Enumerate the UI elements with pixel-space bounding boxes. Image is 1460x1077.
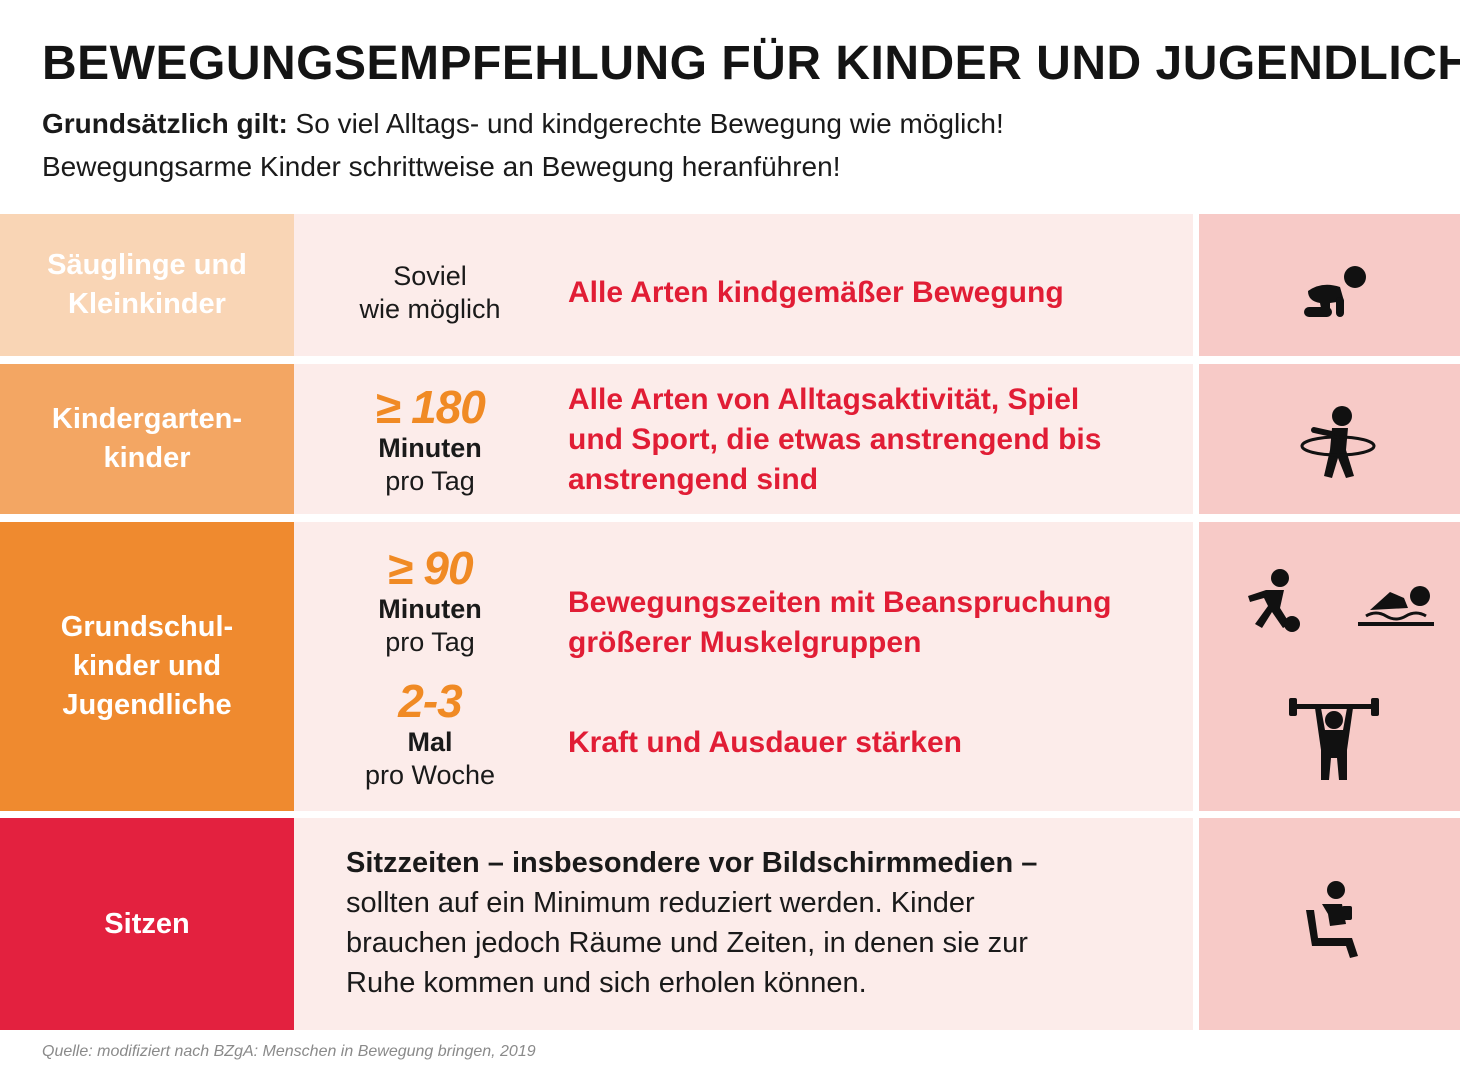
- amount-value-kindergarten: ≥ 180: [375, 381, 486, 433]
- intro-lead: Grundsätzlich gilt:: [42, 108, 288, 139]
- hula-hoop-icon: [1300, 406, 1376, 478]
- row-middle-sitting: [294, 818, 1199, 1030]
- row-middle-kindergarten: [294, 364, 1199, 514]
- source-note: Quelle: modifiziert nach BZgA: Menschen …: [42, 1043, 536, 1060]
- row-label-school: Grundschul-kinder und Jugendliche: [0, 522, 294, 811]
- weightlifter-icon: [1289, 698, 1379, 780]
- swimmer-icon: [1358, 586, 1434, 626]
- amount-school-minutes: ≥ 90 Minuten pro Tag: [320, 543, 540, 659]
- amount-school-times: 2-3 Mal pro Woche: [320, 676, 540, 792]
- row-label-infants: Säuglinge und Kleinkinder: [0, 214, 294, 356]
- row-label-sitting: Sitzen: [0, 818, 294, 1030]
- recommendation-kindergarten: Alle Arten von Alltagsaktivität, Spiel u…: [568, 383, 1102, 496]
- intro-rest: So viel Alltags- und kindgerechte Bewegu…: [287, 108, 1004, 139]
- amount-infants: Soviel wie möglich: [359, 261, 501, 324]
- row-middle-infants: [294, 214, 1199, 356]
- sitting-phone-icon: [1306, 881, 1358, 958]
- crawling-baby-icon: [1304, 266, 1366, 317]
- row-icons-kindergarten: [1199, 364, 1460, 514]
- row-school: Grundschul-kinder und Jugendliche: [0, 522, 1460, 811]
- recommendation-infants: Alle Arten kindgemäßer Bewegung: [568, 276, 1064, 309]
- recommendation-school-strength: Kraft und Ausdauer stärken: [568, 726, 962, 759]
- row-label-kindergarten: Kindergarten-kinder: [0, 364, 294, 514]
- page-title: BEWEGUNGSEMPFEHLUNG FÜR KINDER UND JUGEN…: [42, 37, 1460, 90]
- amount-kindergarten: ≥ 180 Minuten pro Tag: [320, 382, 540, 498]
- intro-text: Grundsätzlich gilt: So viel Alltags- und…: [42, 102, 1004, 188]
- sitting-text: Sitzzeiten – insbesondere vor Bildschirm…: [346, 847, 1038, 999]
- amount-value-school-minutes: ≥ 90: [387, 542, 473, 594]
- amount-value-school-times: 2-3: [398, 675, 462, 727]
- recommendation-school-muscles: Bewegungszeiten mit Beanspruchung größer…: [568, 586, 1112, 659]
- row-sitting: Sitzen: [0, 818, 1460, 1030]
- row-kindergarten: Kindergarten-kinder: [0, 364, 1460, 514]
- soccer-runner-icon: [1248, 569, 1300, 632]
- row-icons-sitting: [1199, 818, 1460, 1030]
- intro-line2: Bewegungsarme Kinder schrittweise an Bew…: [42, 151, 841, 182]
- row-middle-school: [294, 522, 1199, 811]
